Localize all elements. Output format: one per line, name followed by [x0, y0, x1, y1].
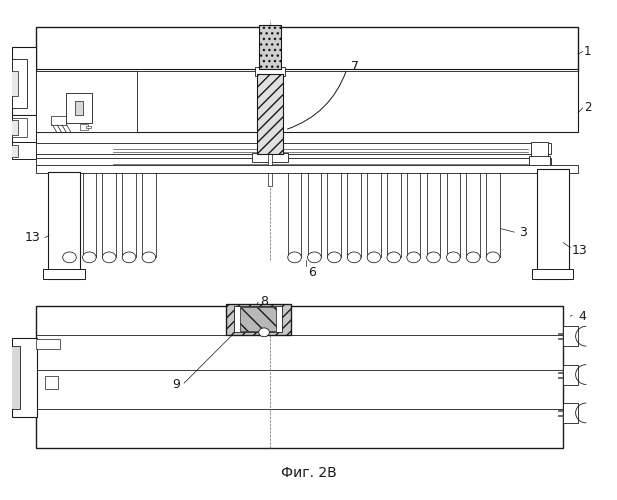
Bar [12, 142, 36, 160]
Bar [51, 116, 65, 125]
Bar [12, 338, 37, 417]
Bar [387, 169, 400, 258]
Bar [36, 71, 137, 132]
Text: 9: 9 [172, 378, 180, 391]
Text: 6: 6 [308, 266, 317, 278]
Bar [9, 346, 20, 408]
Text: 8: 8 [260, 295, 268, 308]
Bar [36, 27, 578, 71]
Bar [36, 306, 563, 448]
Ellipse shape [83, 252, 96, 262]
Bar [531, 142, 549, 157]
Text: 2: 2 [584, 102, 592, 114]
Ellipse shape [447, 252, 460, 262]
Ellipse shape [427, 252, 441, 262]
Bar [86, 126, 91, 128]
Bar [427, 169, 441, 258]
Bar [36, 165, 578, 172]
Bar [466, 169, 480, 258]
Bar [12, 118, 27, 138]
Bar [75, 100, 83, 116]
Bar [558, 338, 563, 339]
Bar [36, 143, 552, 154]
Text: Фиг. 2В: Фиг. 2В [281, 466, 336, 480]
Bar [268, 154, 272, 186]
Bar [45, 376, 58, 389]
Text: 7: 7 [351, 60, 359, 72]
Bar [537, 169, 569, 280]
Bar [83, 169, 96, 258]
Bar [259, 24, 281, 68]
Bar [48, 172, 80, 280]
Bar [486, 169, 500, 258]
Bar [9, 120, 19, 135]
Bar [36, 68, 578, 132]
Ellipse shape [102, 252, 116, 262]
Text: 3: 3 [519, 226, 527, 239]
Ellipse shape [63, 252, 77, 262]
Ellipse shape [142, 252, 155, 262]
Bar [226, 304, 291, 335]
Ellipse shape [347, 252, 361, 262]
Text: 1: 1 [584, 45, 592, 58]
Ellipse shape [486, 252, 500, 262]
Ellipse shape [122, 252, 136, 262]
Bar [563, 403, 578, 423]
Bar [122, 169, 136, 258]
Bar [447, 169, 460, 258]
Bar [65, 93, 93, 122]
Ellipse shape [328, 252, 341, 262]
Bar [558, 415, 563, 416]
Bar [43, 268, 85, 280]
Bar [234, 306, 282, 332]
Ellipse shape [288, 252, 301, 262]
Bar [102, 169, 116, 258]
Text: 4: 4 [578, 310, 586, 322]
Bar [347, 169, 361, 258]
Bar [9, 71, 19, 96]
Bar [36, 339, 60, 349]
Bar [142, 169, 155, 258]
Bar [255, 67, 285, 76]
Bar [259, 24, 281, 68]
Bar [12, 59, 27, 108]
Bar [63, 169, 77, 258]
Bar [80, 124, 88, 130]
Bar [532, 268, 573, 280]
Circle shape [259, 328, 270, 336]
Bar [252, 154, 288, 162]
Bar [367, 169, 381, 258]
Ellipse shape [367, 252, 381, 262]
Text: 13: 13 [572, 244, 588, 256]
Bar [407, 169, 420, 258]
Bar [226, 304, 291, 335]
Bar [257, 74, 283, 154]
Bar [563, 364, 578, 384]
Bar [308, 169, 321, 258]
Bar [36, 158, 552, 169]
Bar [257, 74, 283, 154]
Bar [288, 169, 301, 258]
Text: 13: 13 [24, 231, 40, 244]
Bar [563, 326, 578, 346]
Bar [328, 169, 341, 258]
Ellipse shape [387, 252, 400, 262]
Bar [558, 410, 563, 411]
Bar [9, 144, 19, 157]
Ellipse shape [407, 252, 420, 262]
Bar [529, 156, 550, 172]
Ellipse shape [308, 252, 321, 262]
Bar [12, 115, 36, 142]
Bar [558, 376, 563, 378]
Bar [241, 308, 276, 331]
Bar [12, 46, 36, 116]
Bar [558, 333, 563, 334]
Ellipse shape [466, 252, 480, 262]
